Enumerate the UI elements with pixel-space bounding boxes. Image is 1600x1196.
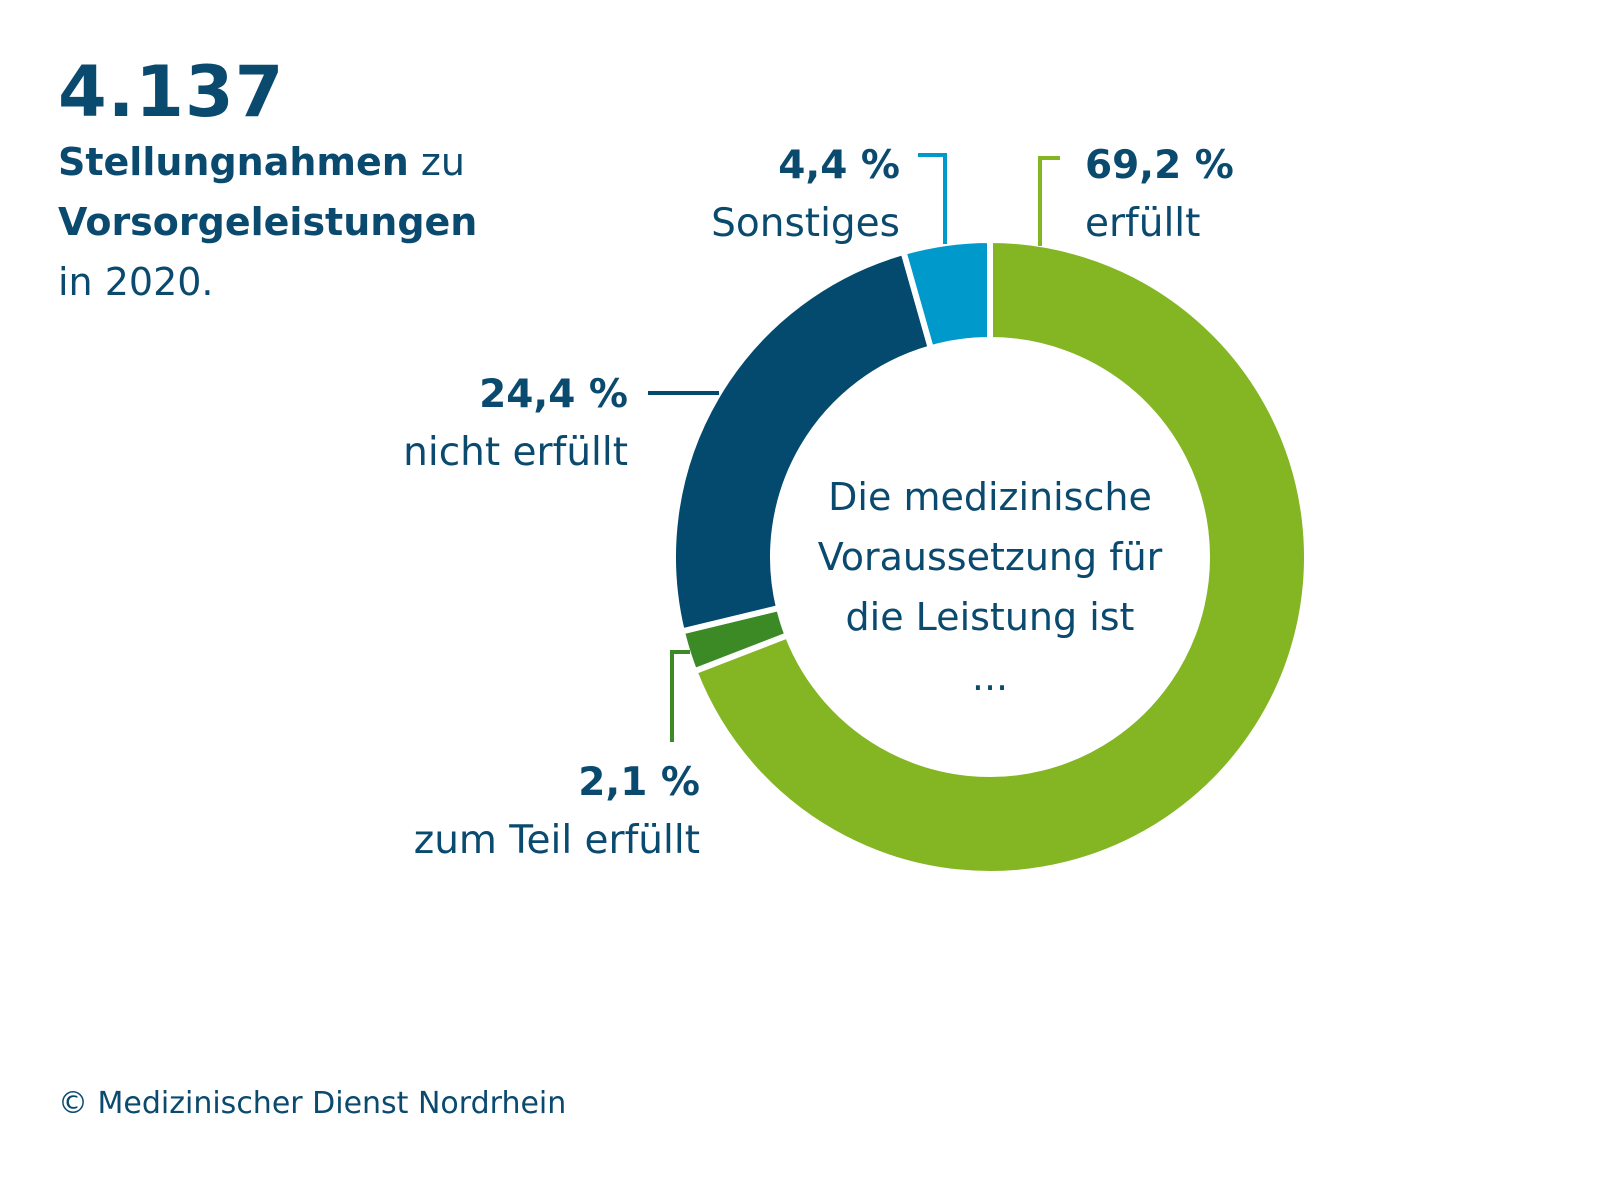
value-label-zum-teil-erfuellt: 2,1 % bbox=[578, 760, 700, 805]
value-label-sonstiges: 4,4 % bbox=[778, 143, 900, 188]
leader-line-erfuellt bbox=[1038, 156, 1060, 246]
subtitle-line-2: Vorsorgeleistungen bbox=[58, 192, 477, 252]
subtitle-bold-1: Stellungnahmen bbox=[58, 140, 409, 184]
center-text-line-3: die Leistung ist bbox=[846, 595, 1135, 639]
value-label-erfuellt: 69,2 % bbox=[1085, 143, 1234, 188]
category-label-nicht-erfuellt: nicht erfüllt bbox=[403, 430, 628, 475]
total-count: 4.137 bbox=[58, 51, 285, 133]
subtitle-rest-1: zu bbox=[408, 140, 465, 184]
leader-line-zum-teil-erfuellt bbox=[670, 650, 690, 742]
copyright-footer: © Medizinischer Dienst Nordrhein bbox=[58, 1086, 567, 1121]
headline: 4.137 Stellungnahmen zu Vorsorgeleistung… bbox=[58, 52, 477, 312]
value-label-nicht-erfuellt: 24,4 % bbox=[479, 372, 628, 417]
center-text-line-2: Voraussetzung für bbox=[818, 535, 1163, 579]
category-label-erfuellt: erfüllt bbox=[1085, 201, 1200, 246]
subtitle-line-3: in 2020. bbox=[58, 260, 214, 304]
center-text-line-4: ... bbox=[972, 655, 1008, 699]
leader-line-sonstiges bbox=[918, 153, 947, 244]
category-label-sonstiges: Sonstiges bbox=[711, 201, 900, 246]
slice-sonstiges bbox=[899, 236, 993, 352]
category-label-zum-teil-erfuellt: zum Teil erfüllt bbox=[414, 818, 700, 863]
subtitle-bold-2: Vorsorgeleistungen bbox=[58, 200, 478, 244]
slice-erfuellt bbox=[690, 236, 1310, 877]
center-text-line-1: Die medizinische bbox=[828, 475, 1152, 519]
subtitle-line-1: Stellungnahmen zu bbox=[58, 132, 477, 192]
slice-nicht-erfuellt bbox=[670, 248, 935, 636]
